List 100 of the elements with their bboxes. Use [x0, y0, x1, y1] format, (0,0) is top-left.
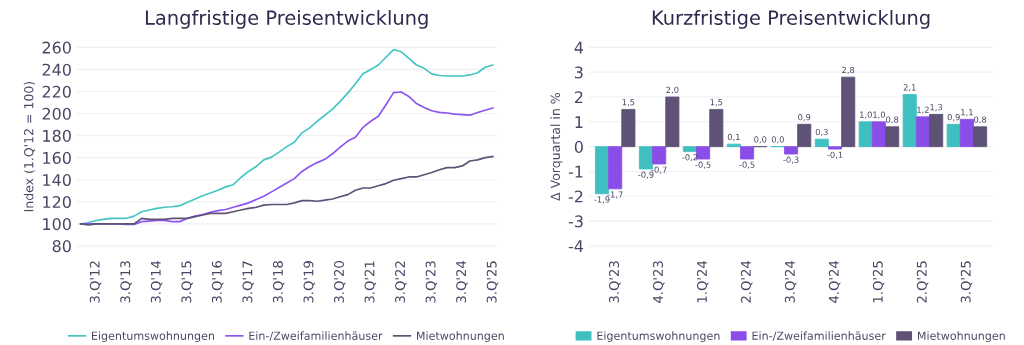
data-label: 1,5 — [710, 99, 723, 107]
bar — [946, 123, 961, 148]
bar — [665, 96, 680, 148]
y-tick-label: -3 — [568, 215, 583, 228]
y-axis-title: Index (1.Q'12 = 100) — [23, 81, 35, 212]
x-tick-label: 3.Q'24 — [456, 260, 468, 303]
y-tick-label: 160 — [43, 151, 71, 164]
y-tick-label: -1 — [568, 165, 583, 178]
x-tick-label: 3.Q'12 — [89, 261, 102, 303]
x-tick-label: 3.Q'25 — [960, 261, 973, 303]
y-tick-label: 0 — [574, 140, 583, 153]
x-tick-label: 3.Q'20 — [334, 261, 346, 303]
y-tick-label: 2 — [574, 91, 583, 104]
bar — [841, 76, 856, 148]
y-tick-label: 140 — [43, 173, 71, 187]
x-tick-label: 1.Q'25 — [872, 261, 885, 303]
y-tick-label: 240 — [42, 63, 71, 76]
legend-label: Mietwohnungen — [416, 331, 504, 343]
x-tick-label: 3.Q'25 — [486, 261, 499, 303]
bar — [594, 146, 609, 195]
data-label: 0,9 — [798, 113, 811, 122]
bar — [784, 146, 799, 155]
bar — [858, 121, 873, 148]
bar — [696, 146, 711, 160]
x-tick-label: 2.Q'25 — [916, 261, 929, 303]
data-label: 0,8 — [886, 116, 899, 124]
bar — [740, 146, 755, 160]
bar — [814, 138, 829, 148]
x-tick-label: 4.Q'23 — [652, 261, 665, 303]
bar — [973, 126, 988, 148]
y-tick-label: -4 — [568, 240, 584, 252]
x-tick-label: 3.Q'15 — [181, 261, 193, 303]
chart-title: Langfristige Preisentwicklung — [145, 9, 428, 29]
data-label: -0,3 — [783, 156, 799, 164]
y-tick-label: 120 — [43, 195, 71, 209]
data-label: -0,5 — [739, 161, 755, 169]
bar — [827, 146, 843, 150]
legend-label: Ein-/Zweifamilienhäuser — [249, 331, 383, 341]
x-tick-label: 3.Q'17 — [242, 261, 254, 303]
data-label: 1,5 — [622, 99, 635, 107]
y-tick-label: 100 — [43, 218, 71, 231]
y-tick-label: 3 — [574, 66, 583, 79]
data-label: -0,2 — [682, 154, 698, 162]
data-label: 0,1 — [727, 133, 740, 141]
x-tick-label: 3.Q'19 — [303, 261, 315, 303]
bar — [915, 116, 930, 148]
x-tick-label: 3.Q'23 — [425, 261, 438, 303]
bar — [902, 94, 917, 148]
x-tick-label: 2.Q'24 — [740, 260, 753, 303]
y-tick-label: 220 — [42, 85, 71, 98]
data-label: 0,9 — [947, 113, 960, 122]
data-label: 1,1 — [961, 109, 973, 117]
legend-label: Eigentumswohnungen — [92, 331, 214, 343]
legend-label: Ein-/Zweifamilienhäuser — [752, 331, 886, 341]
data-label: 0,3 — [815, 128, 828, 137]
bar — [709, 108, 724, 148]
bar — [929, 113, 944, 148]
data-label: 2,1 — [903, 84, 916, 92]
line-series — [79, 155, 494, 226]
y-tick-label: 180 — [43, 129, 71, 142]
y-tick-label: 200 — [42, 107, 71, 120]
bar — [871, 121, 886, 148]
y-tick-label: 260 — [42, 41, 71, 54]
x-tick-label: 3.Q'14 — [150, 260, 163, 303]
data-label: 0,0 — [754, 136, 767, 144]
bar — [608, 146, 623, 190]
bar — [652, 146, 667, 165]
data-label: 2,0 — [666, 86, 679, 94]
x-tick-label: 3.Q'16 — [211, 261, 224, 303]
y-tick-label: 1 — [575, 116, 583, 128]
bar — [885, 126, 900, 148]
data-label: 0,8 — [974, 116, 987, 124]
bar — [726, 143, 741, 148]
bar — [959, 118, 974, 148]
x-tick-label: 3.Q'22 — [395, 261, 407, 303]
y-tick-label: 80 — [52, 240, 71, 253]
data-label: -0,1 — [827, 151, 843, 159]
x-tick-label: 3.Q'18 — [272, 261, 285, 303]
bar — [638, 146, 653, 170]
x-tick-label: 3.Q'21 — [364, 261, 377, 303]
x-tick-label: 3.Q'13 — [120, 261, 132, 303]
x-tick-label: 3.Q'24 — [784, 260, 797, 303]
data-label: 1,2 — [917, 106, 929, 114]
data-label: 0,0 — [771, 136, 784, 144]
data-label: 2,8 — [842, 66, 855, 74]
data-label: 1,3 — [930, 104, 943, 112]
bar — [621, 108, 636, 148]
y-tick-label: -2 — [568, 190, 583, 203]
x-tick-label: 1.Q'24 — [696, 260, 709, 303]
bar — [682, 146, 697, 153]
x-tick-label: 3.Q'23 — [609, 261, 621, 303]
data-label: 1,0 — [860, 111, 872, 119]
legend-label: Eigentumswohnungen — [597, 331, 720, 343]
y-axis-title: Δ Vorquartal in % — [550, 93, 563, 201]
data-label: 1,0 — [873, 111, 886, 119]
y-tick-label: 4 — [574, 41, 584, 54]
legend-label: Mietwohnungen — [917, 331, 1005, 343]
data-label: -0,5 — [695, 161, 711, 169]
chart-title: Kurzfristige Preisentwicklung — [652, 9, 930, 29]
bar — [797, 123, 812, 148]
